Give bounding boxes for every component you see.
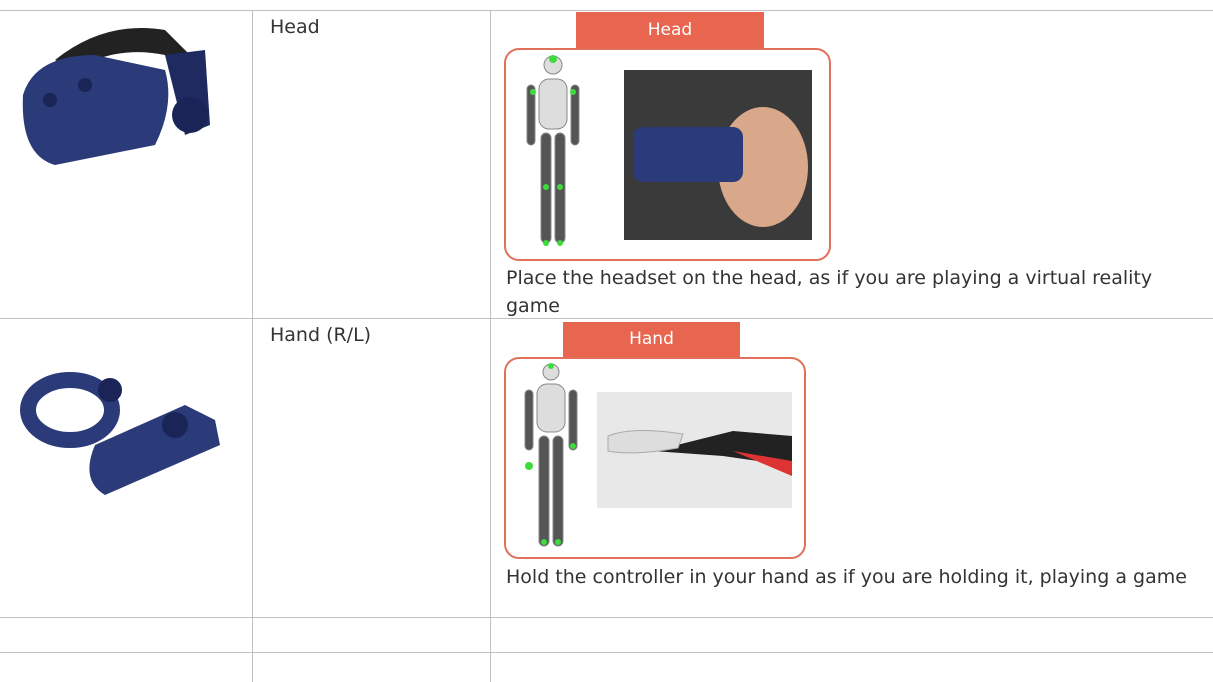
row-line xyxy=(0,10,1213,11)
row-label: Hand (R/L) xyxy=(270,324,372,346)
headset-image xyxy=(22,28,210,165)
row-line xyxy=(0,617,1213,618)
illustration xyxy=(504,48,831,261)
banner: Head xyxy=(576,12,764,48)
controller-image xyxy=(20,372,220,495)
instruction: Hold the controller in your hand as if y… xyxy=(506,566,1187,588)
banner: Hand xyxy=(563,322,740,357)
col-line xyxy=(490,10,491,682)
row-line xyxy=(0,318,1213,319)
instruction: Place the headset on the head, as if you… xyxy=(506,267,1153,317)
row-line xyxy=(0,652,1213,653)
row-label: Head xyxy=(270,16,320,38)
col-line xyxy=(252,10,253,682)
illustration xyxy=(504,357,806,559)
